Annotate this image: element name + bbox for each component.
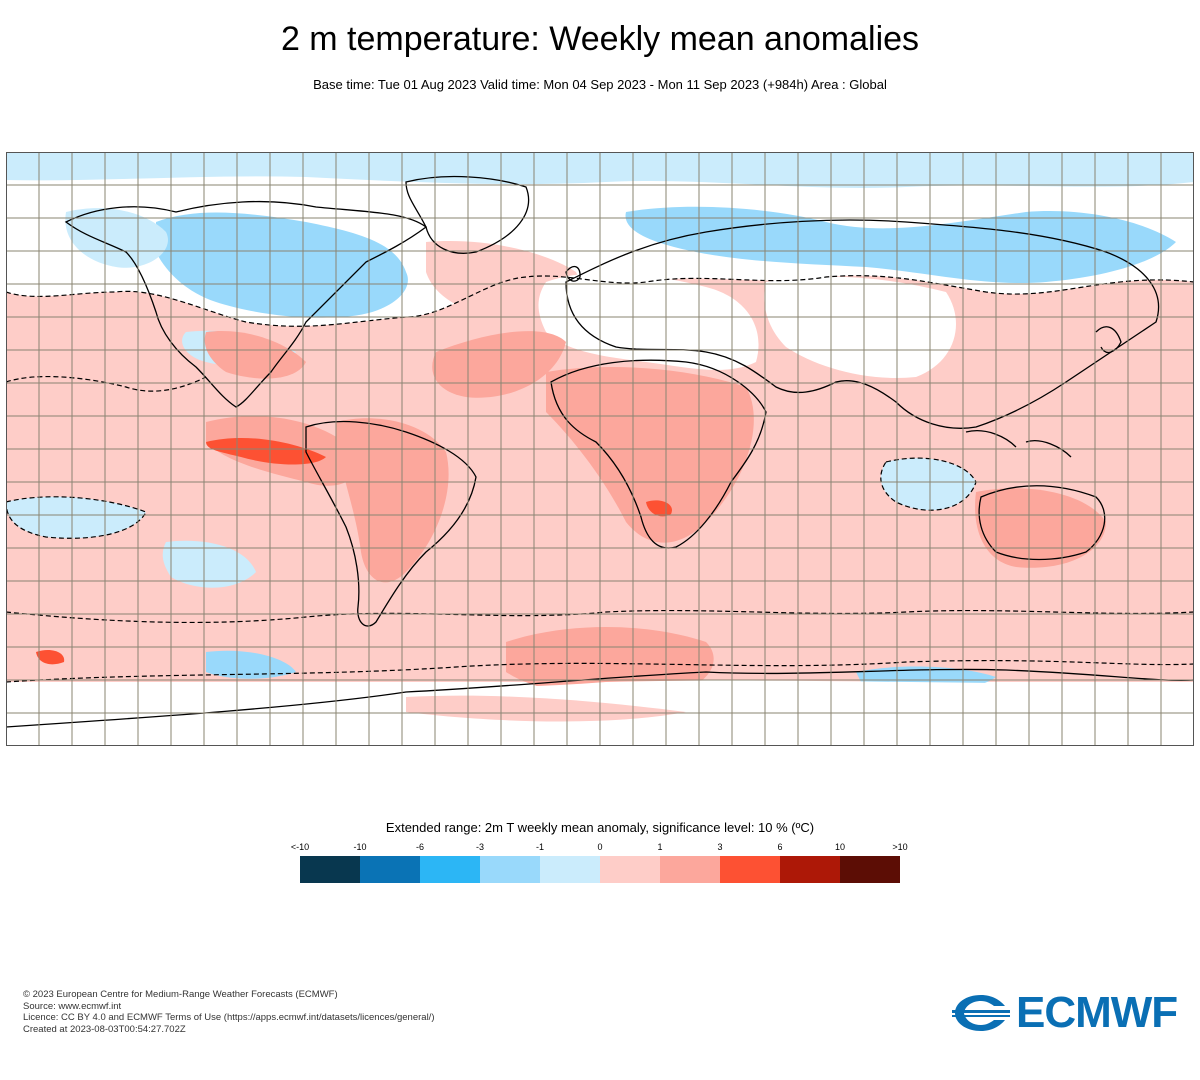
- legend-labels: <-10 -10 -6 -3 -1 0 1 3 6 10 >10: [291, 842, 908, 856]
- coastline-south-america: [305, 420, 477, 627]
- anomaly-antarctic-cool: [206, 650, 296, 679]
- anomaly-map-svg: [6, 152, 1194, 746]
- legend-label: <-10: [290, 842, 310, 852]
- footer-source: Source: www.ecmwf.int: [23, 1000, 122, 1012]
- anomaly-south-america-warm: [336, 418, 449, 583]
- coastline-antarctica: [6, 668, 1194, 728]
- legend-title: Extended range: 2m T weekly mean anomaly…: [385, 820, 815, 835]
- anomaly-north-america-cool: [156, 212, 408, 318]
- coastline-north-america: [64, 200, 428, 408]
- anomaly-south-pacific-strong: [36, 650, 65, 665]
- legend-label: -6: [415, 842, 425, 852]
- contour-indian-ocean: [880, 457, 977, 511]
- anomaly-south-pacific-cool: [6, 496, 146, 539]
- anomaly-europe-neutral: [538, 272, 759, 370]
- legend-label: -1: [535, 842, 545, 852]
- legend-label: 3: [717, 842, 723, 852]
- coastline-eurasia: [565, 219, 1160, 429]
- anomaly-alaska-cool: [65, 208, 168, 268]
- footer-created: Created at 2023-08-03T00:54:27.702Z: [23, 1023, 186, 1035]
- footer-copyright: © 2023 European Centre for Medium-Range …: [23, 989, 338, 1000]
- contour-antarctic: [6, 659, 1194, 683]
- legend-colorbar: [300, 856, 900, 883]
- anomaly-mexico-warm: [204, 331, 306, 379]
- map-frame: [6, 152, 1194, 746]
- legend-label: 6: [777, 842, 783, 852]
- significance-contours: [6, 275, 1194, 683]
- legend-label: -10: [353, 842, 367, 852]
- anomaly-southern-africa-strong: [646, 500, 672, 517]
- footer-credits: © 2023 European Centre for Medium-Range …: [23, 989, 435, 1035]
- legend-swatch: [480, 856, 540, 883]
- coastlines: [6, 175, 1194, 728]
- legend-label: 10: [834, 842, 846, 852]
- legend-label: -3: [475, 842, 485, 852]
- contour-north-pacific: [6, 375, 207, 392]
- anomaly-map: [6, 152, 1194, 746]
- legend-swatch: [720, 856, 780, 883]
- anomaly-atlantic-warm: [432, 331, 566, 398]
- anomaly-asia-neutral: [764, 276, 956, 378]
- legend-swatch: [300, 856, 360, 883]
- anomaly-africa-warm: [546, 367, 754, 543]
- coastline-uk: [565, 265, 581, 282]
- contour-southern: [6, 609, 1194, 624]
- legend-label: >10: [892, 842, 908, 852]
- legend-label: 1: [657, 842, 663, 852]
- legend-label: 0: [597, 842, 603, 852]
- legend-swatch: [420, 856, 480, 883]
- ecmwf-logo-text: ECMWF: [1016, 988, 1178, 1037]
- coastline-japan: [1095, 326, 1122, 354]
- anomaly-indian-ocean-cool: [880, 458, 976, 511]
- ecmwf-logo-mark: [952, 995, 1010, 1031]
- map-title: 2 m temperature: Weekly mean anomalies: [280, 20, 920, 58]
- legend-swatch: [600, 856, 660, 883]
- contour-south-pacific: [6, 496, 147, 539]
- coastline-greenland: [405, 175, 530, 254]
- contour-northern: [6, 275, 1194, 327]
- map-subtitle: Base time: Tue 01 Aug 2023 Valid time: M…: [313, 77, 887, 92]
- anomaly-antarctic-warm: [406, 695, 686, 722]
- legend-swatch: [540, 856, 600, 883]
- anomaly-eurasia-cool: [625, 206, 1176, 284]
- legend-swatch: [840, 856, 900, 883]
- lat-lon-grid: [6, 152, 1194, 746]
- anomaly-peru-coast-strong: [206, 437, 326, 465]
- footer-licence: Licence: CC BY 4.0 and ECMWF Terms of Us…: [23, 1012, 435, 1023]
- coastline-africa: [550, 359, 767, 549]
- coastline-maritime-continent: [965, 430, 1072, 458]
- anomaly-south-pacific-cool-2: [162, 540, 256, 588]
- legend-swatch: [360, 856, 420, 883]
- legend-swatch: [660, 856, 720, 883]
- coastline-australia: [978, 485, 1106, 561]
- ecmwf-logo: ECMWF: [952, 988, 1182, 1037]
- legend-swatch: [780, 856, 840, 883]
